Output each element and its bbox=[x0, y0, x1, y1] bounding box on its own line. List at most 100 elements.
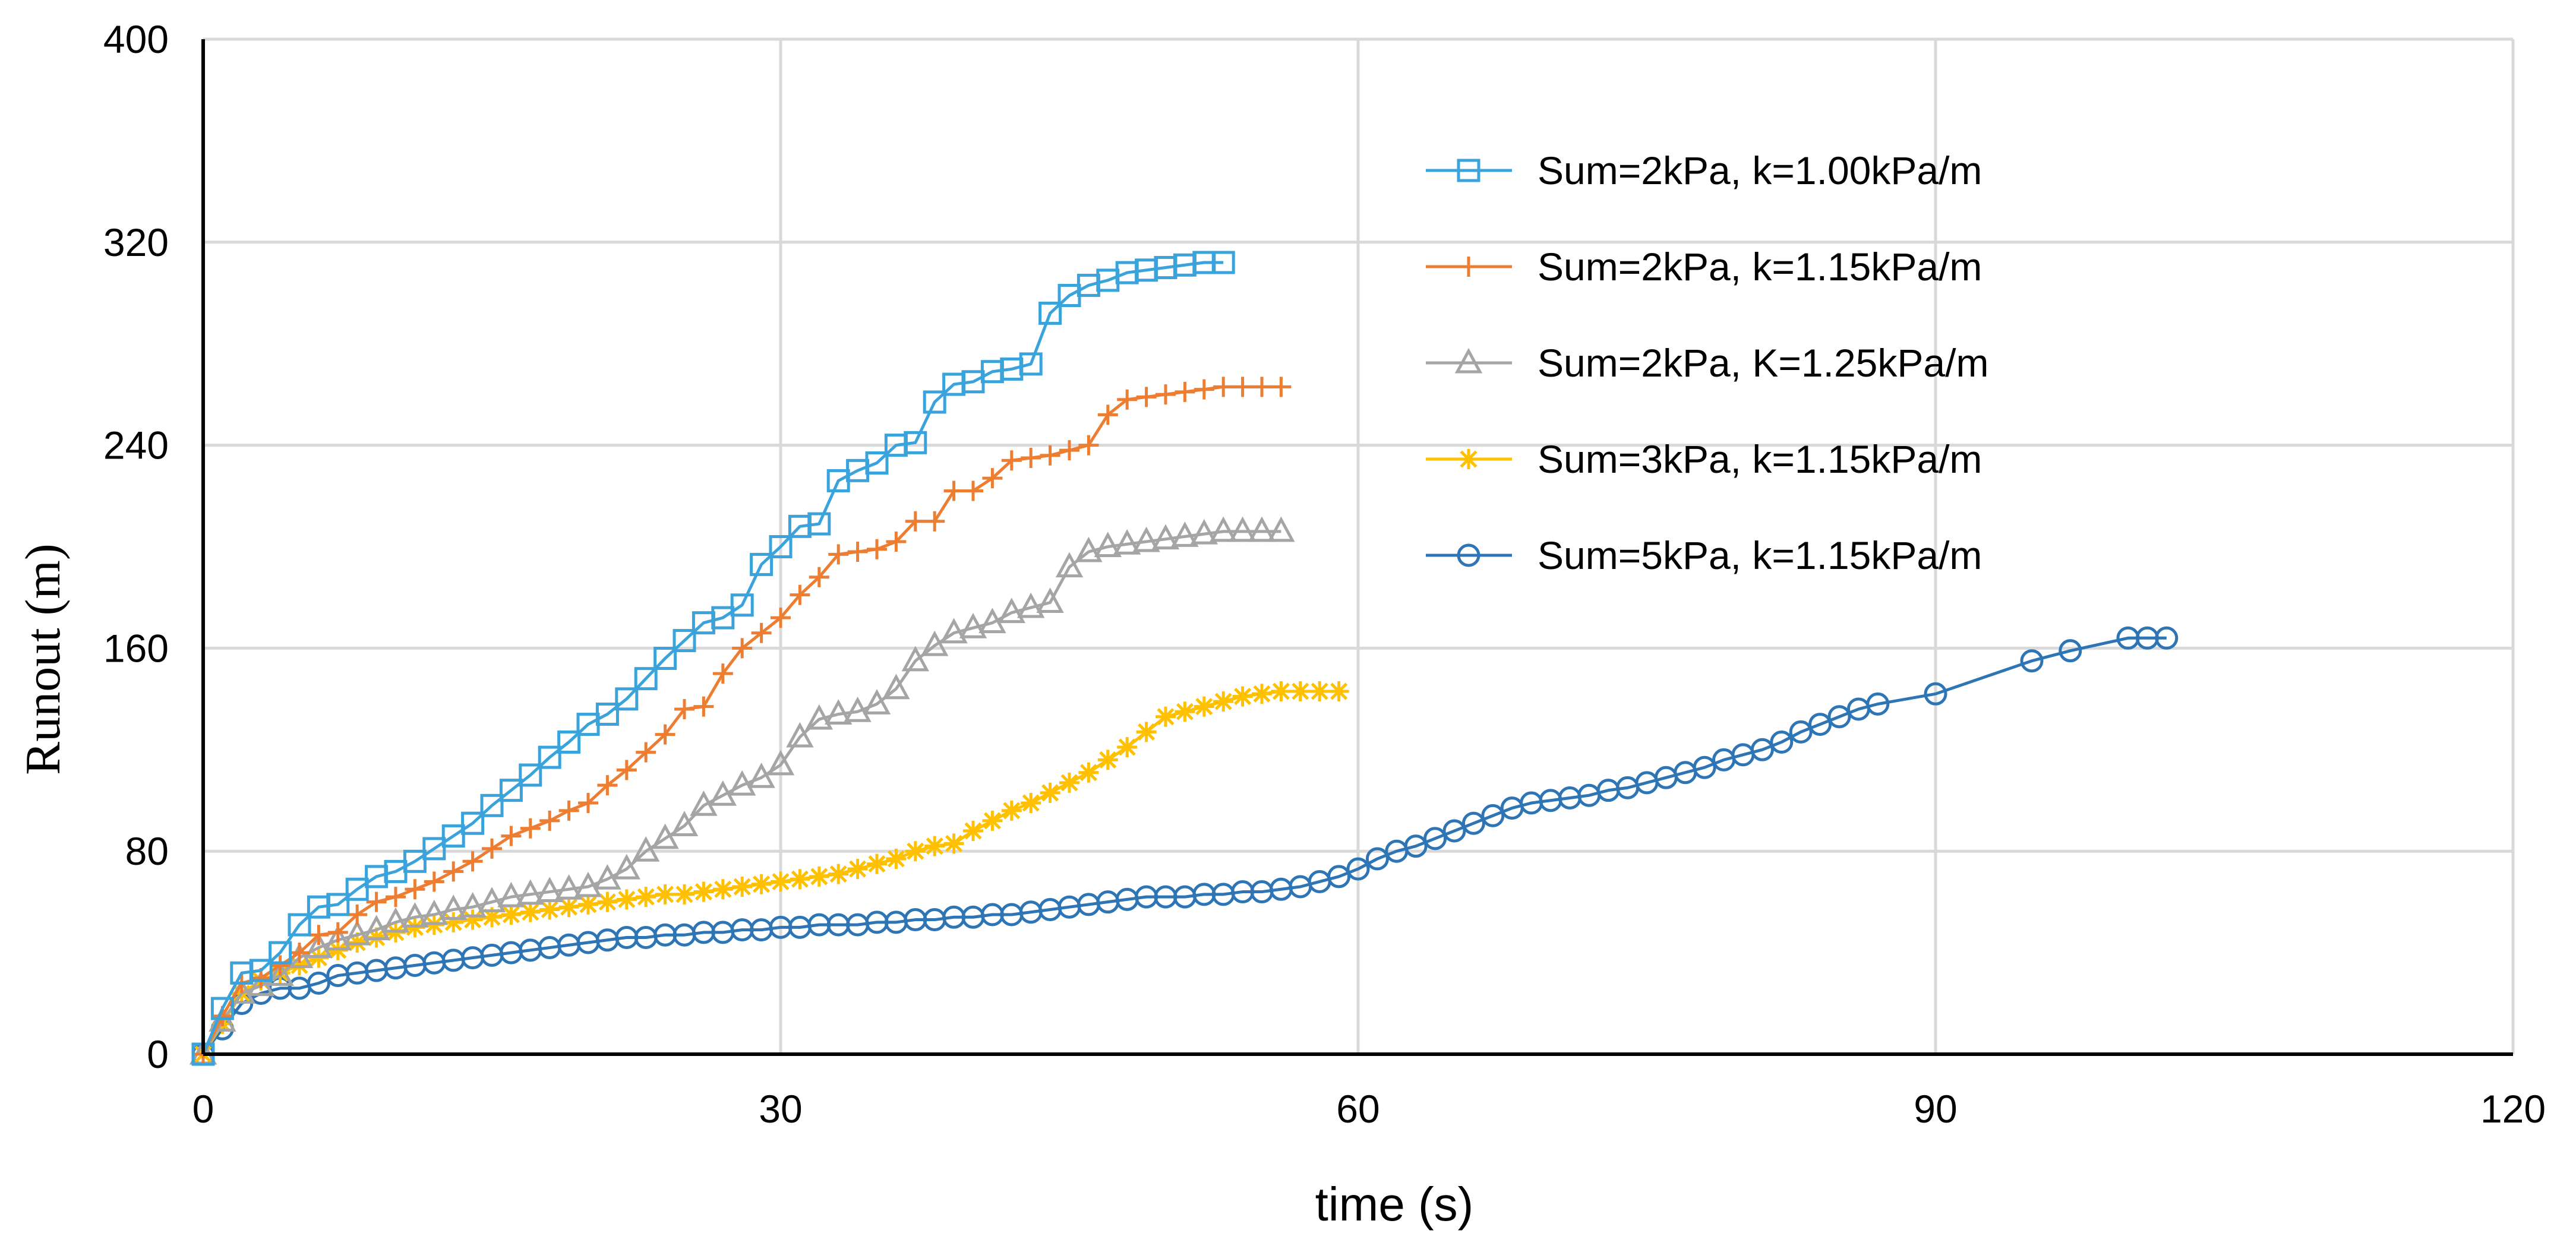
data-point bbox=[1211, 251, 1235, 274]
data-point bbox=[266, 960, 294, 986]
data-point bbox=[771, 608, 791, 628]
data-point bbox=[459, 891, 487, 918]
data-point bbox=[712, 663, 733, 684]
data-point bbox=[693, 696, 714, 717]
data-point bbox=[597, 775, 618, 796]
data-point bbox=[362, 915, 390, 941]
data-point bbox=[539, 810, 560, 831]
data-point bbox=[940, 618, 968, 644]
data-point bbox=[1097, 750, 1118, 770]
data-point bbox=[1040, 445, 1060, 466]
data-point bbox=[1136, 722, 1157, 742]
data-point bbox=[670, 811, 699, 836]
data-point bbox=[2059, 639, 2082, 663]
data-point bbox=[655, 724, 675, 745]
data-point bbox=[401, 902, 429, 928]
data-point bbox=[943, 480, 964, 501]
data-point bbox=[1194, 379, 1214, 400]
data-point bbox=[381, 907, 410, 933]
data-point bbox=[1132, 526, 1160, 552]
data-point bbox=[751, 874, 772, 894]
data-point bbox=[769, 535, 793, 558]
data-point bbox=[674, 698, 694, 719]
data-point bbox=[1346, 857, 1370, 881]
data-point bbox=[1309, 681, 1330, 702]
data-point bbox=[386, 887, 406, 907]
data-point bbox=[651, 823, 679, 849]
data-point bbox=[1094, 532, 1122, 557]
series-line bbox=[201, 690, 1339, 1055]
legend-item: Sum=2kPa, k=1.15kPa/m bbox=[1426, 245, 1982, 289]
data-point bbox=[1171, 521, 1199, 547]
x-tick-label: 30 bbox=[759, 1087, 802, 1131]
data-point bbox=[1021, 447, 1041, 468]
data-point bbox=[1078, 762, 1099, 783]
data-point bbox=[439, 894, 468, 920]
data-point bbox=[1267, 516, 1295, 542]
data-point bbox=[809, 866, 829, 887]
data-point bbox=[920, 630, 949, 656]
data-point bbox=[366, 891, 387, 912]
data-point bbox=[1442, 819, 1466, 843]
data-point bbox=[828, 864, 849, 884]
y-tick-label: 0 bbox=[147, 1032, 169, 1076]
data-point bbox=[959, 612, 987, 638]
data-point bbox=[519, 763, 542, 787]
data-point bbox=[690, 790, 718, 816]
data-point bbox=[728, 770, 756, 796]
data-point bbox=[693, 881, 714, 902]
data-point bbox=[558, 897, 579, 918]
data-point bbox=[461, 811, 485, 835]
data-point bbox=[403, 849, 427, 873]
data-point bbox=[867, 853, 887, 874]
data-point bbox=[520, 902, 541, 922]
data-point bbox=[539, 899, 560, 920]
data-point bbox=[809, 567, 829, 587]
data-point bbox=[905, 841, 926, 862]
data-point bbox=[1365, 847, 1389, 871]
data-point bbox=[1038, 301, 1062, 325]
data-point bbox=[1156, 384, 1176, 405]
legend-label: Sum=2kPa, k=1.15kPa/m bbox=[1538, 245, 1982, 289]
y-tick-label: 240 bbox=[103, 423, 169, 467]
legend-item: Sum=2kPa, K=1.25kPa/m bbox=[1426, 341, 1988, 385]
data-point bbox=[1151, 524, 1180, 550]
series-1 bbox=[191, 251, 1235, 1066]
legend-marker bbox=[1457, 543, 1480, 567]
data-point bbox=[654, 646, 677, 670]
data-point bbox=[324, 925, 352, 951]
legend: Sum=2kPa, k=1.00kPa/m Sum=2kPa, k=1.15kPa… bbox=[1426, 148, 1988, 577]
x-axis-title: time (s) bbox=[1315, 1178, 1474, 1231]
data-point bbox=[923, 390, 946, 414]
data-point bbox=[673, 629, 696, 653]
data-point bbox=[1001, 450, 1022, 471]
data-point bbox=[345, 877, 369, 901]
data-point bbox=[712, 879, 733, 900]
tick-labels: 0 80 160 240 320 400 0 30 60 90 120 bbox=[103, 17, 2546, 1131]
data-point bbox=[865, 451, 889, 475]
data-point bbox=[634, 667, 658, 691]
data-point bbox=[1290, 681, 1311, 702]
data-point bbox=[824, 699, 853, 725]
data-point bbox=[249, 959, 273, 982]
data-point bbox=[982, 468, 1003, 489]
data-point bbox=[766, 750, 795, 776]
data-point bbox=[978, 608, 1006, 634]
data-point bbox=[555, 874, 583, 900]
data-point bbox=[482, 907, 502, 928]
legend-marker bbox=[1459, 257, 1479, 277]
data-point bbox=[924, 511, 945, 532]
data-point bbox=[924, 836, 945, 856]
data-point bbox=[308, 925, 329, 946]
data-point bbox=[615, 687, 639, 711]
legend-marker bbox=[1459, 449, 1479, 469]
data-point bbox=[210, 997, 234, 1020]
x-tick-label: 90 bbox=[1914, 1087, 1957, 1131]
data-point bbox=[1808, 713, 1832, 736]
data-point bbox=[732, 638, 753, 659]
legend-marker bbox=[1454, 347, 1483, 374]
data-point bbox=[1021, 793, 1041, 814]
data-point bbox=[807, 512, 831, 536]
data-point bbox=[1175, 381, 1195, 402]
